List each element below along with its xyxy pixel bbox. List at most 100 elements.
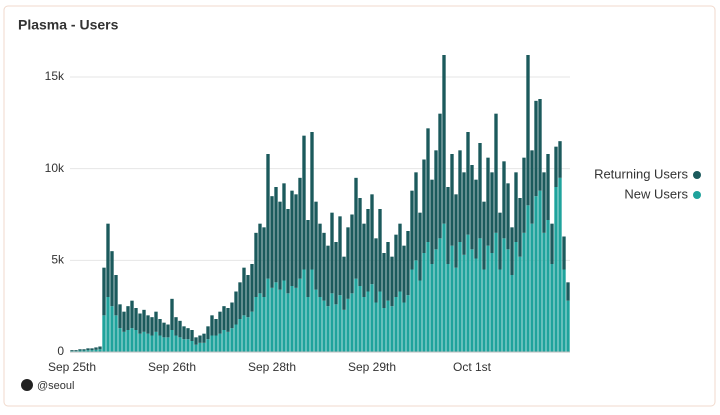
bar-segment bbox=[510, 227, 514, 275]
bar-segment bbox=[310, 269, 314, 352]
bar-segment bbox=[318, 297, 322, 352]
bar-segment bbox=[334, 304, 338, 352]
bar-segment bbox=[122, 311, 126, 332]
bar-segment bbox=[86, 348, 90, 351]
bar-segment bbox=[278, 201, 282, 290]
bar-segment bbox=[194, 344, 198, 352]
bar-segment bbox=[426, 242, 430, 352]
bar-segment bbox=[306, 297, 310, 352]
bar-segment bbox=[386, 300, 390, 352]
bar-segment bbox=[458, 242, 462, 352]
bar-segment bbox=[154, 331, 158, 352]
bar-segment bbox=[238, 319, 242, 352]
bar-segment bbox=[398, 223, 402, 292]
bar-segment bbox=[266, 278, 270, 352]
bar-segment bbox=[554, 187, 558, 352]
bar-segment bbox=[210, 315, 214, 336]
bar-segment bbox=[166, 324, 170, 338]
bar-segment bbox=[214, 319, 218, 336]
bar-segment bbox=[462, 254, 466, 352]
bar-segment bbox=[562, 269, 566, 352]
bar-segment bbox=[442, 55, 446, 224]
bar-segment bbox=[566, 282, 570, 301]
y-tick-label: 10k bbox=[45, 161, 65, 175]
bar-segment bbox=[262, 297, 266, 352]
bar-segment bbox=[350, 214, 354, 294]
legend-swatch bbox=[693, 171, 701, 179]
bar-segment bbox=[318, 223, 322, 297]
bar-segment bbox=[518, 198, 522, 257]
bar-segment bbox=[514, 172, 518, 242]
bar-segment bbox=[438, 113, 442, 239]
bar-segment bbox=[294, 194, 298, 288]
bar-segment bbox=[214, 335, 218, 352]
bar-segment bbox=[302, 269, 306, 352]
bar-segment bbox=[550, 223, 554, 264]
bar-segment bbox=[106, 297, 110, 352]
bar-segment bbox=[254, 297, 258, 352]
bar-segment bbox=[490, 253, 494, 352]
bar-segment bbox=[398, 291, 402, 352]
bar-segment bbox=[470, 165, 474, 250]
bar-segment bbox=[462, 172, 466, 255]
bar-segment bbox=[138, 313, 142, 334]
bar-segment bbox=[378, 291, 382, 352]
bar-segment bbox=[282, 183, 286, 281]
bar-segment bbox=[330, 212, 334, 294]
bar-segment bbox=[442, 223, 446, 352]
legend-label: New Users bbox=[624, 186, 688, 201]
bar-segment bbox=[314, 201, 318, 290]
bar-segment bbox=[202, 342, 206, 352]
y-tick-label: 5k bbox=[51, 253, 65, 267]
bar-segment bbox=[554, 146, 558, 187]
bar-segment bbox=[466, 132, 470, 235]
bar-segment bbox=[418, 212, 422, 281]
bar-segment bbox=[158, 319, 162, 336]
bar-segment bbox=[134, 308, 138, 330]
bar-segment bbox=[506, 249, 510, 352]
bar-segment bbox=[486, 157, 490, 246]
bar-segment bbox=[150, 335, 154, 352]
bar-segment bbox=[402, 245, 406, 303]
bar-segment bbox=[190, 341, 194, 352]
bar-segment bbox=[174, 335, 178, 352]
bar-segment bbox=[126, 306, 130, 330]
bar-segment bbox=[138, 333, 142, 352]
bar-segment bbox=[542, 172, 546, 233]
bar-segment bbox=[438, 238, 442, 352]
bar-segment bbox=[350, 293, 354, 352]
bar-segment bbox=[474, 179, 478, 259]
bar-segment bbox=[430, 179, 434, 264]
bar-segment bbox=[426, 128, 430, 242]
bar-segment bbox=[114, 315, 118, 352]
bar-segment bbox=[94, 347, 98, 350]
bar-segment bbox=[286, 293, 290, 352]
bar-segment bbox=[234, 324, 238, 352]
bar-segment bbox=[382, 308, 386, 352]
x-tick-label: Sep 25th bbox=[48, 360, 96, 374]
bar-segment bbox=[134, 330, 138, 352]
bar-segment bbox=[102, 267, 106, 316]
bar-segment bbox=[410, 190, 414, 270]
bar-segment bbox=[478, 238, 482, 352]
bar-segment bbox=[562, 236, 566, 270]
bar-segment bbox=[82, 349, 86, 351]
bar-segment bbox=[474, 258, 478, 352]
bar-segment bbox=[450, 245, 454, 352]
bar-segment bbox=[478, 143, 482, 239]
bar-segment bbox=[254, 232, 258, 297]
bar-segment bbox=[358, 198, 362, 286]
bar-segment bbox=[218, 333, 222, 352]
bar-segment bbox=[74, 350, 78, 352]
bar-segment bbox=[190, 330, 194, 341]
bar-segment bbox=[362, 297, 366, 352]
bar-segment bbox=[422, 159, 426, 253]
bar-segment bbox=[222, 306, 226, 330]
bar-segment bbox=[534, 100, 538, 197]
bar-segment bbox=[354, 278, 358, 352]
bar-segment bbox=[90, 348, 94, 351]
bar-segment bbox=[114, 275, 118, 316]
bar-segment bbox=[406, 295, 410, 352]
bar-segment bbox=[86, 350, 90, 352]
